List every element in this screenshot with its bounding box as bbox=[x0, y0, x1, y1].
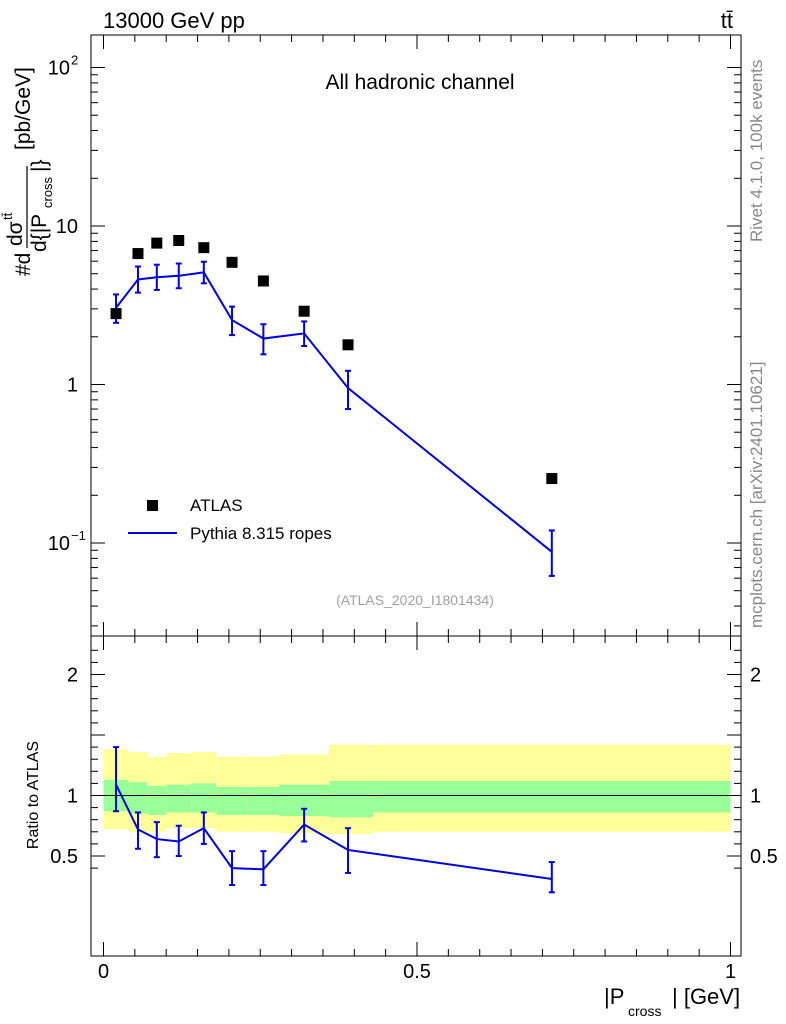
y-label-den-sub: cross bbox=[40, 176, 55, 208]
data-point bbox=[151, 237, 163, 249]
main-y-tick-base: 10 bbox=[48, 533, 70, 555]
ratio-error-bar bbox=[345, 827, 352, 874]
data-point bbox=[173, 235, 185, 247]
ratio-y-axis-label: Ratio to ATLAS bbox=[25, 741, 42, 849]
data-point bbox=[257, 275, 269, 287]
rivet-info-label: Rivet 4.1.0, 100k events bbox=[747, 60, 766, 242]
x-tick-label: 0.5 bbox=[403, 961, 431, 983]
ratio-band-inner bbox=[329, 780, 374, 818]
mc-error-bar bbox=[134, 265, 141, 294]
main-y-tick-exp: 2 bbox=[71, 53, 78, 68]
x-tick-label: 1 bbox=[725, 961, 736, 983]
energy-label: 13000 GeV pp bbox=[103, 8, 245, 33]
mc-error-bar bbox=[260, 323, 267, 356]
ratio-error-bar bbox=[229, 850, 236, 887]
ratio-y-tick-label: 2 bbox=[67, 665, 78, 687]
data-point bbox=[546, 473, 558, 485]
ratio-error-bar bbox=[175, 824, 182, 857]
y-label-num: dσ bbox=[4, 221, 27, 246]
ratio-band-inner bbox=[247, 787, 280, 815]
ratio-error-bar bbox=[548, 861, 555, 894]
data-point bbox=[132, 248, 144, 260]
chart-title: All hadronic channel bbox=[325, 71, 514, 94]
mc-error-bar bbox=[301, 320, 308, 347]
ratio-y-tick-label-right: 1 bbox=[750, 786, 761, 808]
x-tick-label: 0 bbox=[98, 961, 109, 983]
mc-line bbox=[115, 271, 553, 553]
legend-marker-atlas bbox=[147, 500, 158, 511]
y-label-unit: [pb/GeV] bbox=[12, 67, 35, 150]
x-axis-label: |P cross | [GeV] bbox=[604, 984, 740, 1019]
ratio-y-tick-label-right: 0.5 bbox=[750, 846, 778, 868]
legend-label-atlas: ATLAS bbox=[190, 496, 243, 515]
mc-error-bar bbox=[153, 263, 160, 291]
x-label-sub: cross bbox=[628, 1003, 661, 1019]
ratio-y-tick-label-right: 2 bbox=[750, 665, 761, 687]
main-y-tick-base: 10 bbox=[56, 216, 78, 238]
ratio-line bbox=[115, 784, 552, 880]
ratio-band-inner bbox=[216, 787, 248, 815]
mc-error-bar bbox=[200, 260, 207, 285]
ratio-band-inner bbox=[147, 785, 167, 815]
data-point bbox=[198, 242, 210, 254]
ratio-error-bar bbox=[301, 807, 308, 843]
ratio-error-bar bbox=[134, 811, 141, 850]
process-label: tt̄ bbox=[721, 8, 733, 33]
x-label-post: | [GeV] bbox=[672, 984, 740, 1009]
ratio-error-bar bbox=[260, 850, 267, 887]
ratio-y-tick-label: 1 bbox=[67, 786, 78, 808]
x-label-pre: |P bbox=[604, 984, 624, 1009]
mc-error-bar bbox=[175, 262, 182, 290]
ratio-error-bar bbox=[113, 746, 120, 813]
main-y-tick-label: 1 bbox=[67, 375, 78, 397]
mc-error-bar bbox=[345, 369, 352, 411]
y-label-num-sup: tt̄ bbox=[0, 212, 15, 220]
y-label-den: d{|P bbox=[28, 214, 51, 252]
data-point bbox=[342, 339, 354, 351]
ratio-y-tick-label: 0.5 bbox=[50, 846, 78, 868]
y-label-den-end: |} bbox=[28, 160, 51, 172]
ratio-band-inner bbox=[128, 782, 148, 814]
legend: ATLAS Pythia 8.315 ropes bbox=[128, 496, 332, 543]
main-y-tick-label: 10 2 bbox=[48, 53, 78, 80]
ratio-band-inner bbox=[166, 784, 192, 813]
main-y-tick-label: 10 bbox=[56, 216, 78, 238]
legend-label-pythia: Pythia 8.315 ropes bbox=[190, 524, 332, 543]
main-y-tick-label: 10 −1 bbox=[48, 528, 86, 555]
mc-error-bar bbox=[548, 529, 555, 577]
main-y-tick-base: 1 bbox=[67, 375, 78, 397]
analysis-label: (ATLAS_2020_I1801434) bbox=[336, 592, 494, 608]
data-point bbox=[298, 305, 310, 317]
data-point bbox=[110, 308, 122, 320]
ratio-band-inner bbox=[191, 783, 217, 813]
main-y-tick-exp: −1 bbox=[71, 528, 86, 543]
mcplots-info-label: mcplots.cern.ch [arXiv:2401.10621] bbox=[747, 362, 766, 628]
main-y-tick-base: 10 bbox=[48, 58, 70, 80]
ratio-error-bar bbox=[200, 811, 207, 845]
main-frame bbox=[90, 34, 742, 637]
main-y-axis-label: #d dσ tt̄ d{|P cross |} [pb/GeV] bbox=[0, 67, 55, 276]
ratio-curve-group bbox=[113, 746, 555, 894]
ratio-band-inner bbox=[373, 780, 731, 813]
ratio-plot: 0 0.5 1 2 2 1 1 0.5 0.5 bbox=[50, 635, 778, 983]
data-point bbox=[226, 256, 238, 268]
ratio-error-bar bbox=[153, 821, 160, 859]
mc-error-bar bbox=[229, 305, 236, 337]
y-label-hash: #d bbox=[12, 253, 35, 276]
